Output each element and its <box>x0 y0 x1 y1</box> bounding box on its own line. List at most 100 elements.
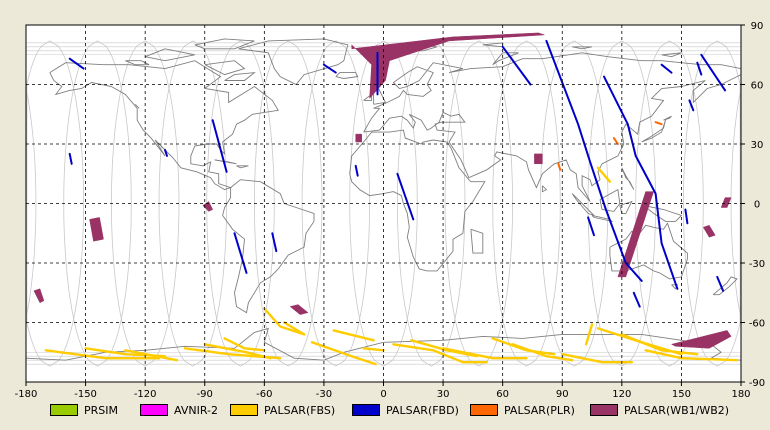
lon-tick-label: 150 <box>672 389 691 400</box>
coastline <box>571 193 595 216</box>
legend-label-palsar-fbs: PALSAR(FBS) <box>264 403 336 417</box>
orbit-track <box>49 40 84 367</box>
legend-item-avnir2: AVNIR-2 <box>140 403 218 417</box>
swath-palsar-fbd <box>632 291 641 308</box>
lon-tick-label: 180 <box>731 389 750 400</box>
swath-palsar-fbs <box>392 343 488 364</box>
coastline <box>222 179 315 314</box>
swath-palsar-wb <box>289 304 309 315</box>
swath-palsar-fbs <box>620 333 699 356</box>
swath-palsar-fbs <box>124 349 179 362</box>
swath-palsar-fbs <box>203 343 272 360</box>
coastline <box>643 205 683 222</box>
swath-palsar-fbs <box>362 347 385 352</box>
coastline <box>145 48 195 62</box>
legend-swatch-palsar-plr <box>470 404 498 416</box>
swath-palsar-wb <box>355 133 362 143</box>
swath-palsar-fbs <box>584 323 594 346</box>
coastline <box>661 52 682 58</box>
lon-tick-label: 0 <box>380 389 386 400</box>
swath-palsar-plr <box>654 121 663 126</box>
swath-palsar-fbs <box>491 337 556 356</box>
swath-palsar-fbs <box>223 337 266 352</box>
orbit-track <box>25 89 37 318</box>
observation-swaths <box>33 32 739 366</box>
legend-label-palsar-fbd: PALSAR(FBD) <box>386 403 459 417</box>
lat-tick-label: 30 <box>751 140 764 151</box>
legend: PRSIM AVNIR-2 PALSAR(FBS) PALSAR(FBD) PA… <box>0 400 770 422</box>
coastline <box>214 159 237 165</box>
swath-palsar-wb <box>702 224 716 238</box>
swath-palsar-fbs <box>44 349 161 360</box>
swath-palsar-fbd <box>696 61 703 76</box>
legend-item-prism: PRSIM <box>50 403 118 417</box>
coastline <box>599 188 621 212</box>
swath-palsar-fbd <box>603 75 679 290</box>
swath-palsar-fbd <box>211 119 228 173</box>
swath-palsar-plr <box>612 137 619 145</box>
coastline <box>470 228 484 254</box>
orbit-track <box>621 40 656 367</box>
swath-palsar-fbs <box>644 349 739 362</box>
orbit-track <box>540 40 575 367</box>
legend-label-avnir2: AVNIR-2 <box>174 403 218 417</box>
axis-ticks: -180 -150 -120 -90 -60 -30 0 30 60 90 120 150 180 90 6… <box>15 21 766 400</box>
swath-palsar-wb <box>89 217 104 242</box>
swath-palsar-wb <box>33 288 45 304</box>
coastline <box>134 103 140 109</box>
swath-palsar-fbs <box>283 321 306 336</box>
coastline <box>125 60 150 66</box>
legend-item-palsar-wb: PALSAR(WB1/WB2) <box>590 403 729 417</box>
swath-palsar-fbd <box>233 232 248 274</box>
legend-item-palsar-fbd: PALSAR(FBD) <box>352 403 459 417</box>
swath-palsar-fbd <box>587 216 595 237</box>
legend-item-palsar-fbs: PALSAR(FBS) <box>230 403 335 417</box>
coastline <box>492 52 519 66</box>
lon-tick-label: -60 <box>256 389 272 400</box>
swath-palsar-plr <box>557 162 562 171</box>
coastline <box>641 120 666 143</box>
swath-palsar-wb <box>670 330 732 349</box>
swath-palsar-fbd <box>164 148 168 157</box>
coastline <box>591 214 614 223</box>
coastline <box>363 52 742 202</box>
legend-label-palsar-plr: PALSAR(PLR) <box>504 403 575 417</box>
coastline <box>541 185 548 193</box>
legend-label-palsar-wb: PALSAR(WB1/WB2) <box>624 403 730 417</box>
legend-swatch-palsar-fbs <box>230 404 258 416</box>
coastline <box>349 129 486 272</box>
coverage-map: -180 -150 -120 -90 -60 -30 0 30 60 90 120 150 180 90 6… <box>14 21 766 400</box>
swath-palsar-fbd <box>688 99 695 112</box>
swath-palsar-fbs <box>310 341 377 366</box>
coastline <box>621 167 635 190</box>
orbit-track <box>492 40 527 367</box>
swath-palsar-fbd <box>354 164 359 177</box>
lon-tick-label: 60 <box>496 389 509 400</box>
orbit-track <box>444 40 480 367</box>
orbit-track <box>635 40 670 367</box>
swath-palsar-wb <box>720 197 732 208</box>
lat-tick-label: -30 <box>749 259 765 270</box>
coastline <box>224 71 256 81</box>
coastline <box>49 60 279 191</box>
lon-tick-label: -180 <box>15 389 38 400</box>
swath-palsar-fbs <box>596 166 612 183</box>
coastline <box>335 72 359 79</box>
graticule <box>26 25 741 382</box>
swath-palsar-fbs <box>263 307 306 336</box>
swath-palsar-wb <box>351 32 545 100</box>
lat-tick-label: -60 <box>749 319 765 330</box>
coastline <box>572 46 593 50</box>
coastline <box>363 93 373 101</box>
legend-swatch-prism <box>50 404 78 416</box>
swath-palsar-fbd <box>396 172 415 221</box>
coastline <box>204 60 246 76</box>
swath-palsar-fbd <box>684 208 689 225</box>
swath-palsar-wb <box>534 153 543 165</box>
swath-palsar-fbd <box>716 275 725 292</box>
orbit-track <box>396 40 432 367</box>
lon-tick-label: -120 <box>134 389 157 400</box>
swath-palsar-fbd <box>501 45 532 86</box>
lon-tick-label: -90 <box>197 389 213 400</box>
lon-tick-label: -30 <box>316 389 332 400</box>
